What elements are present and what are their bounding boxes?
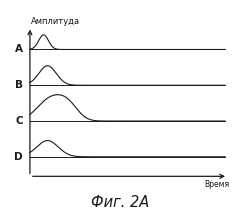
Text: B: B xyxy=(15,80,23,90)
Text: D: D xyxy=(14,152,23,162)
Text: C: C xyxy=(15,116,23,126)
Text: Фиг. 2А: Фиг. 2А xyxy=(91,195,149,210)
Text: Время: Время xyxy=(204,180,229,189)
Text: A: A xyxy=(15,45,23,54)
Text: Амплитуда: Амплитуда xyxy=(31,17,80,26)
